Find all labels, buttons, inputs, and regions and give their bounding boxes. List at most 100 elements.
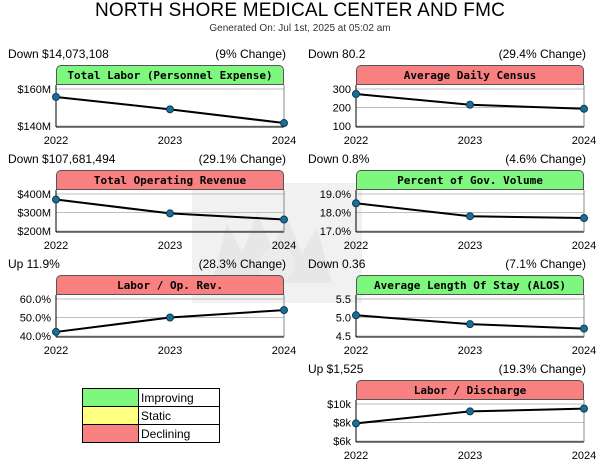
percent-gov-volume-data-point — [466, 212, 474, 221]
panel-labor-op-rev: Up 11.9% (28.3% Change) 60.0% 50.0% 40.0% 202… — [0, 257, 300, 362]
legend-swatch-declining — [82, 424, 139, 443]
labor-per-discharge-ytick-label: $6k — [333, 436, 351, 448]
percent-gov-volume-change-amount: Down 0.8% — [308, 152, 370, 166]
average-daily-census-data-point — [580, 104, 588, 113]
labor-per-discharge-change-amount: Up $1,525 — [308, 362, 364, 376]
total-operating-revenue-xtick-label: 2022 — [44, 240, 68, 252]
panel-average-length-of-stay: Down 0.36 (7.1% Change) 5.5 5.0 4.5 2022 2023 2… — [300, 257, 600, 362]
panel-total-operating-revenue: Down $107,681,494 (29.1% Change) $400M $300… — [0, 152, 300, 257]
total-operating-revenue-ytick-label: $300M — [17, 208, 51, 220]
labor-per-discharge-title-banner: Labor / Discharge — [356, 380, 584, 400]
percent-gov-volume-chart: 19.0% 18.0% 17.0% 2022 2023 2024 — [320, 189, 596, 252]
percent-gov-volume-xtick-label: 2024 — [572, 240, 596, 252]
average-length-of-stay-xtick-label: 2022 — [344, 345, 368, 357]
total-labor-change-amount: Down $14,073,108 — [8, 47, 109, 61]
average-daily-census-change-percent: (29.4% Change) — [498, 47, 586, 61]
average-length-of-stay-ytick-label: 5.5 — [336, 294, 351, 306]
average-daily-census-ytick-label: 200 — [333, 103, 351, 115]
legend-label-improving: Improving — [138, 388, 220, 407]
total-operating-revenue-title-banner: Total Operating Revenue — [56, 170, 284, 190]
total-labor-data-point — [280, 119, 288, 128]
total-labor-xtick-label: 2024 — [272, 135, 296, 147]
labor-op-rev-data-point — [280, 306, 288, 315]
labor-per-discharge-ytick-label: $10k — [327, 399, 351, 411]
total-operating-revenue-change-amount: Down $107,681,494 — [8, 152, 116, 166]
labor-op-rev-xtick-label: 2022 — [44, 345, 68, 357]
percent-gov-volume-change-percent: (4.6% Change) — [505, 152, 586, 166]
total-operating-revenue-change-percent: (29.1% Change) — [198, 152, 286, 166]
percent-gov-volume-title-banner: Percent of Gov. Volume — [356, 170, 584, 190]
labor-op-rev-change-amount: Up 11.9% — [8, 257, 60, 271]
total-labor-xtick-label: 2022 — [44, 135, 68, 147]
total-labor-ytick-label: $140M — [17, 121, 51, 133]
average-daily-census-chart: 300 200 100 2022 2023 2024 — [333, 84, 597, 147]
labor-op-rev-change-percent: (28.3% Change) — [198, 257, 286, 271]
labor-per-discharge-chart: $10k $8k $6k 2022 2023 2024 — [327, 399, 596, 462]
labor-op-rev-xtick-label: 2023 — [158, 345, 182, 357]
legend-swatch-static — [82, 406, 139, 425]
average-length-of-stay-ytick-label: 5.0 — [336, 313, 351, 325]
total-operating-revenue-chart: $400M $300M $200M 2022 2023 2024 — [17, 189, 296, 252]
labor-per-discharge-data-point — [352, 419, 360, 428]
labor-per-discharge-data-point — [466, 407, 474, 416]
average-daily-census-xtick-label: 2023 — [458, 135, 482, 147]
labor-op-rev-ytick-label: 50.0% — [20, 313, 51, 325]
legend-swatch-improving — [82, 388, 139, 407]
average-daily-census-change-amount: Down 80.2 — [308, 47, 366, 61]
legend-label-declining: Declining — [138, 424, 220, 443]
generated-timestamp: Generated On: Jul 1st, 2025 at 05:02 am — [209, 23, 391, 34]
labor-op-rev-data-point — [52, 327, 60, 336]
average-length-of-stay-title-banner: Average Length Of Stay (ALOS) — [356, 275, 584, 295]
labor-op-rev-ytick-label: 60.0% — [20, 294, 51, 306]
average-daily-census-xtick-label: 2024 — [572, 135, 596, 147]
average-length-of-stay-xtick-label: 2024 — [572, 345, 596, 357]
total-operating-revenue-ytick-label: $400M — [17, 189, 51, 201]
labor-op-rev-data-point — [166, 313, 174, 322]
total-operating-revenue-data-point — [52, 195, 60, 204]
panel-percent-gov-volume: Down 0.8% (4.6% Change) 19.0% 18.0% 17.0% 202… — [300, 152, 600, 257]
total-labor-title-banner: Total Labor (Personnel Expense) — [56, 65, 284, 85]
average-length-of-stay-data-point — [352, 311, 360, 320]
total-operating-revenue-xtick-label: 2024 — [272, 240, 296, 252]
legend-row-improving: Improving — [82, 388, 220, 407]
total-labor-ytick-label: $160M — [17, 84, 51, 96]
total-labor-change-percent: (9% Change) — [215, 47, 286, 61]
average-length-of-stay-ytick-label: 4.5 — [336, 331, 351, 343]
labor-op-rev-xtick-label: 2024 — [272, 345, 296, 357]
percent-gov-volume-xtick-label: 2023 — [458, 240, 482, 252]
panel-total-labor: Down $14,073,108 (9% Change) $160M $140M 202… — [0, 47, 300, 152]
legend-row-static: Static — [82, 406, 220, 425]
total-labor-xtick-label: 2023 — [158, 135, 182, 147]
total-operating-revenue-ytick-label: $200M — [17, 226, 51, 238]
legend-row-declining: Declining — [82, 424, 220, 443]
labor-per-discharge-data-point — [580, 404, 588, 413]
labor-per-discharge-ytick-label: $8k — [333, 418, 351, 430]
percent-gov-volume-ytick-label: 17.0% — [320, 226, 351, 238]
average-daily-census-data-point — [466, 100, 474, 109]
panel-average-daily-census: Down 80.2 (29.4% Change) 300 200 100 2022 2023… — [300, 47, 600, 152]
average-daily-census-ytick-label: 100 — [333, 121, 351, 133]
average-daily-census-data-point — [352, 89, 360, 98]
panel-labor-per-discharge: Up $1,525 (19.3% Change) $10k $8k $6k 2022 202… — [300, 362, 600, 467]
legend-label-static: Static — [138, 406, 220, 425]
average-length-of-stay-change-percent: (7.1% Change) — [505, 257, 586, 271]
average-daily-census-title-banner: Average Daily Census — [356, 65, 584, 85]
average-daily-census-ytick-label: 300 — [333, 84, 351, 96]
percent-gov-volume-data-point — [352, 199, 360, 208]
total-labor-chart: $160M $140M 2022 2023 2024 — [17, 84, 296, 147]
labor-per-discharge-change-percent: (19.3% Change) — [498, 362, 586, 376]
total-labor-data-point — [166, 105, 174, 114]
total-operating-revenue-data-point — [166, 209, 174, 218]
total-operating-revenue-xtick-label: 2023 — [158, 240, 182, 252]
average-length-of-stay-data-point — [580, 324, 588, 333]
page-title: NORTH SHORE MEDICAL CENTER AND FMC — [94, 0, 506, 21]
percent-gov-volume-data-point — [580, 214, 588, 223]
total-operating-revenue-data-point — [280, 215, 288, 224]
average-length-of-stay-change-amount: Down 0.36 — [308, 257, 366, 271]
average-length-of-stay-chart: 5.5 5.0 4.5 2022 2023 2024 — [336, 294, 597, 357]
labor-per-discharge-xtick-label: 2022 — [344, 450, 368, 462]
total-labor-data-point — [52, 92, 60, 101]
percent-gov-volume-xtick-label: 2022 — [344, 240, 368, 252]
labor-op-rev-ytick-label: 40.0% — [20, 331, 51, 343]
labor-per-discharge-xtick-label: 2024 — [572, 450, 596, 462]
